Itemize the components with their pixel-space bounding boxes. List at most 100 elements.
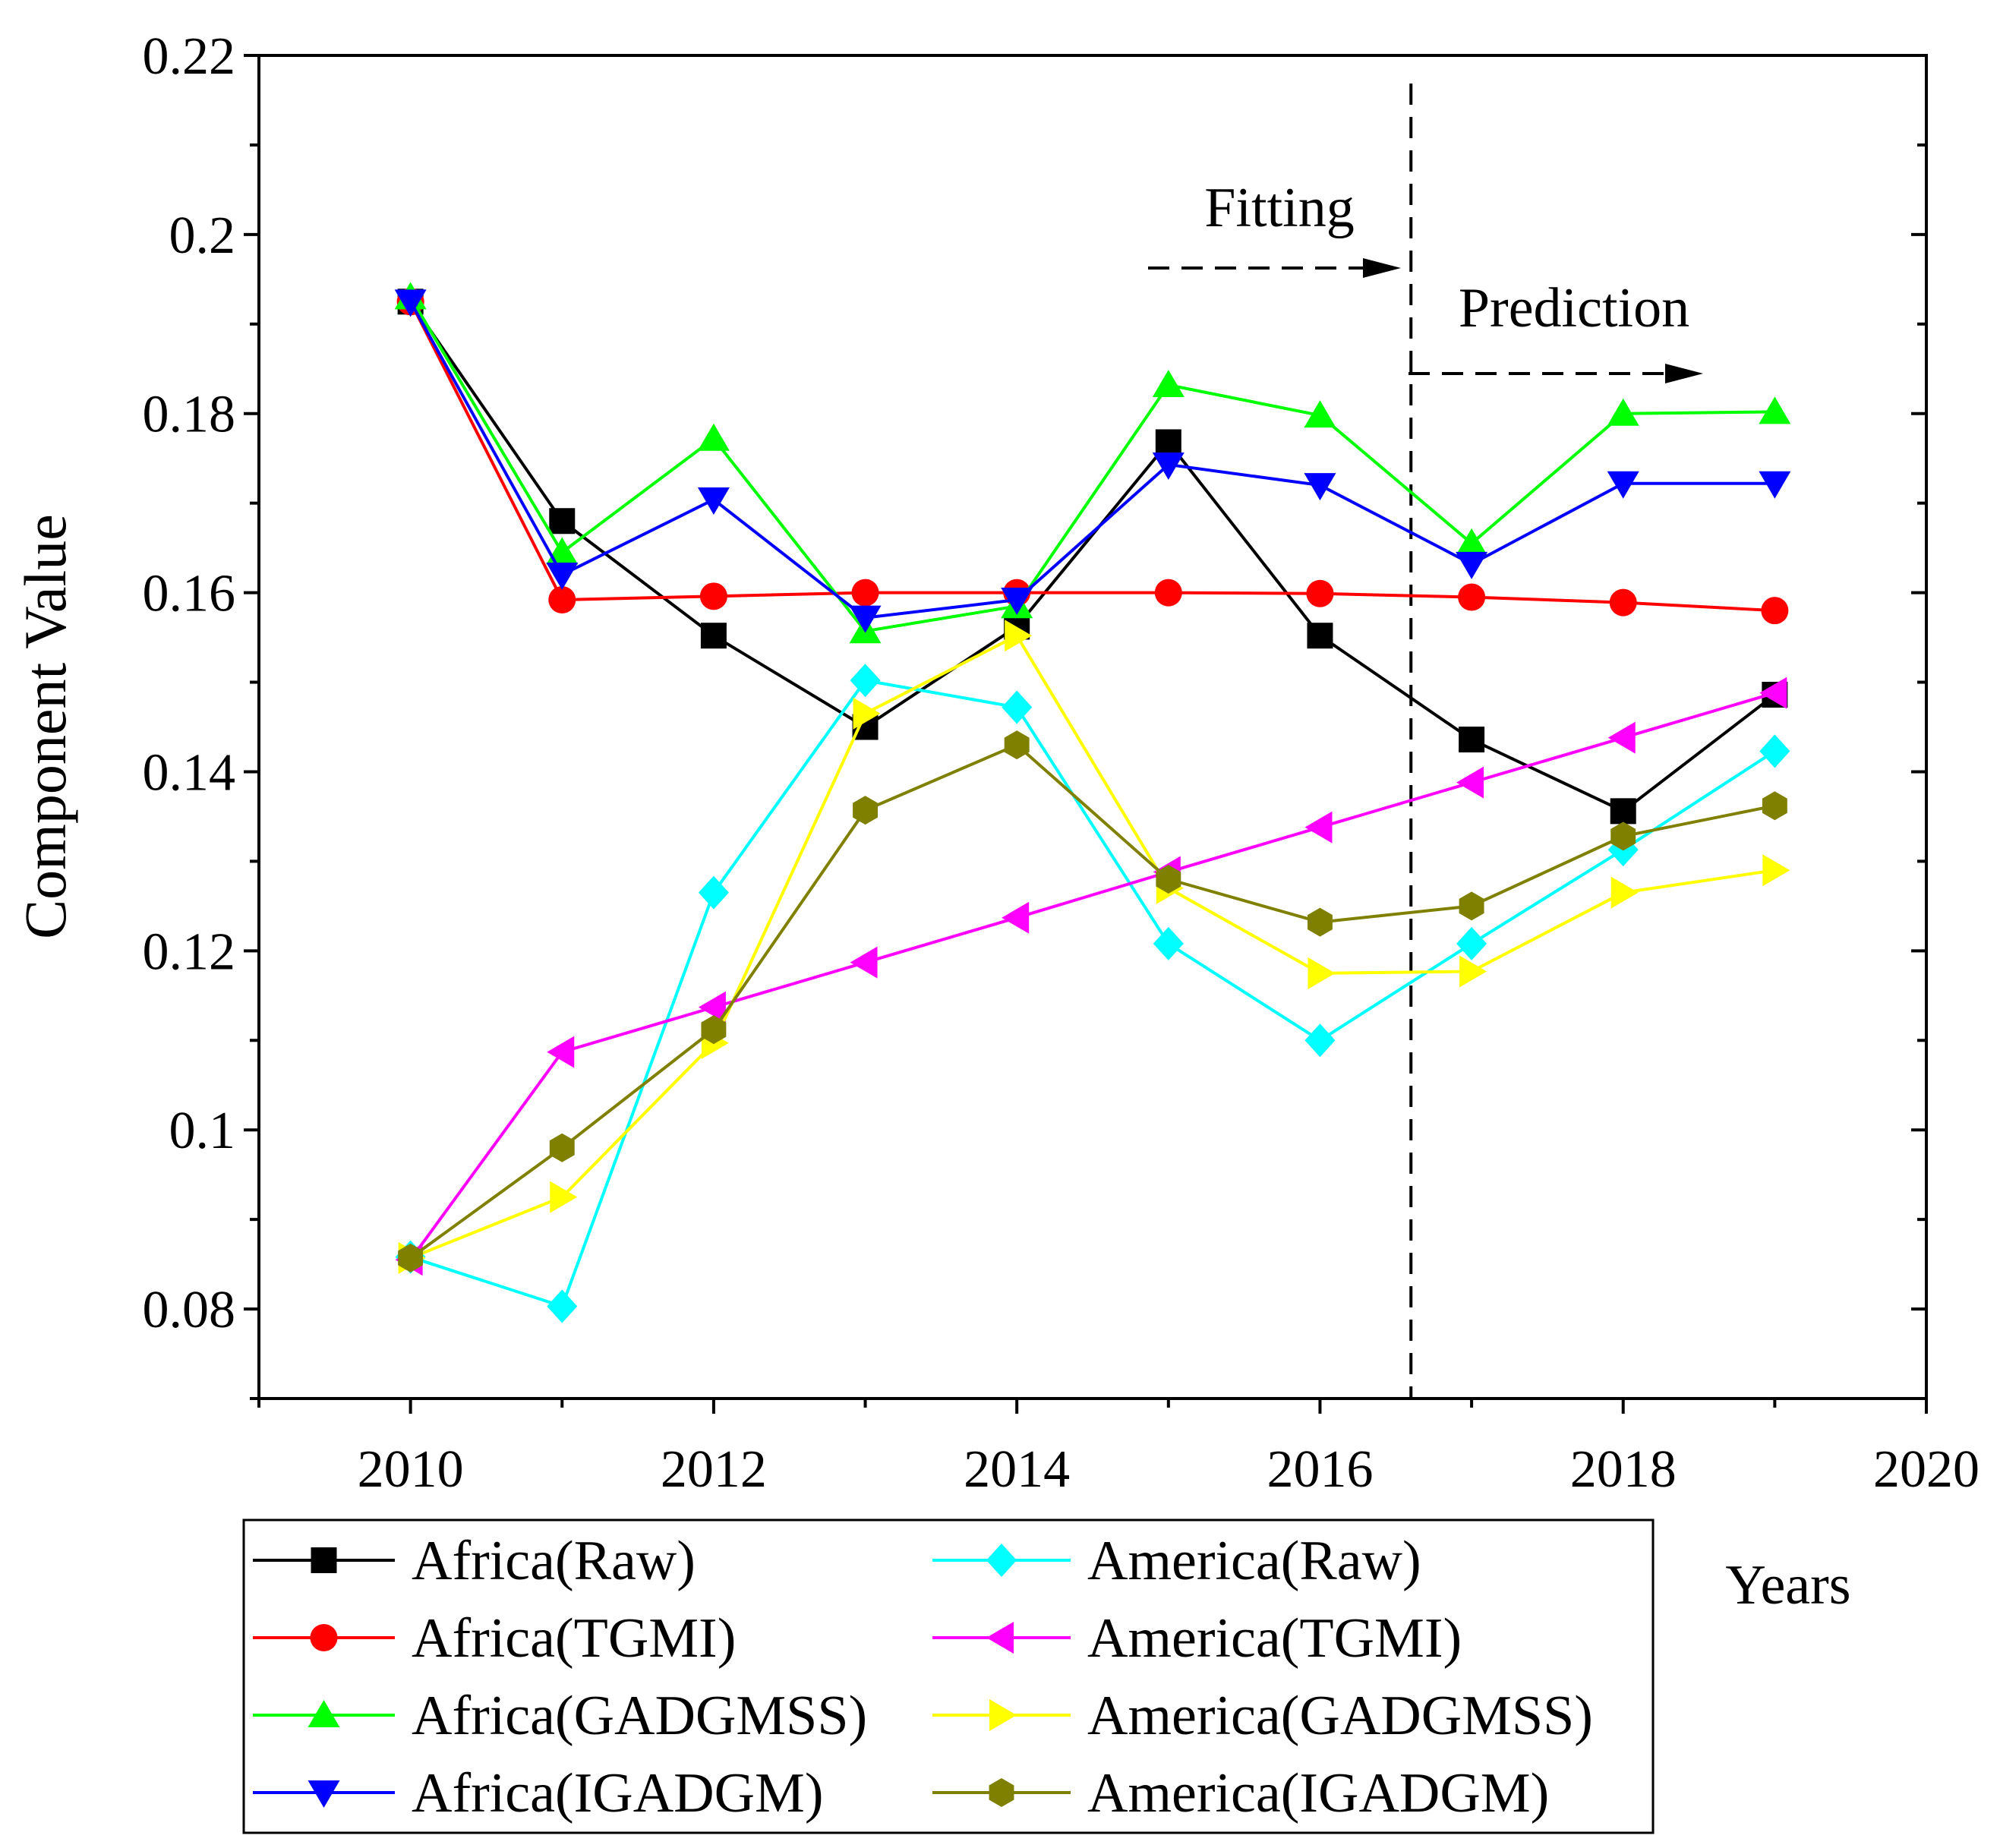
data-point xyxy=(1004,730,1030,760)
data-point xyxy=(698,875,729,910)
data-point xyxy=(1005,620,1033,652)
y-tick-label: 0.08 xyxy=(143,1281,236,1339)
data-point xyxy=(1456,926,1487,960)
data-point xyxy=(701,1015,727,1045)
data-point xyxy=(1607,721,1636,754)
series-africa-tgmi xyxy=(396,288,1789,625)
legend-swatch-marker xyxy=(989,1699,1017,1731)
x-axis-title: Years xyxy=(1725,1554,1850,1616)
fitting-arrow xyxy=(1148,258,1401,278)
data-point xyxy=(1152,369,1185,397)
series-america-raw xyxy=(395,664,1790,1323)
legend: Africa(Raw) Africa(TGMI) Africa(GADGMSS) Af… xyxy=(253,1530,1593,1824)
legend-swatch-marker xyxy=(986,1622,1014,1654)
legend-swatch-marker xyxy=(986,1544,1017,1577)
series-line xyxy=(409,634,1775,1260)
legend-item: America(GADGMSS) xyxy=(932,1685,1593,1747)
legend-box xyxy=(242,1518,1655,1834)
y-axis-title: Component Value xyxy=(12,514,78,939)
data-point xyxy=(1304,400,1336,428)
legend-item: America(Raw) xyxy=(932,1530,1421,1592)
data-point xyxy=(849,605,882,633)
data-point xyxy=(1308,907,1333,937)
legend-swatch-marker xyxy=(311,1547,337,1573)
x-tick-label: 2018 xyxy=(1570,1440,1677,1499)
legend-swatch-marker xyxy=(989,1778,1014,1807)
data-point xyxy=(1761,597,1789,625)
y-tick-label: 0.12 xyxy=(143,922,236,981)
data-point xyxy=(550,1181,578,1213)
y-tick-label: 0.18 xyxy=(143,386,236,444)
series-america-igadgm xyxy=(398,730,1787,1272)
x-tick-label: 2010 xyxy=(358,1440,464,1499)
series-line xyxy=(409,296,1775,633)
data-point xyxy=(546,563,579,591)
data-point xyxy=(1762,854,1790,887)
data-point xyxy=(1610,876,1639,909)
data-point xyxy=(1759,734,1790,768)
data-point xyxy=(547,1289,578,1323)
legend-swatch-marker xyxy=(310,1624,338,1651)
data-point xyxy=(700,623,727,649)
data-point xyxy=(1459,891,1484,921)
legend-item: Africa(TGMI) xyxy=(253,1607,736,1670)
data-point xyxy=(1610,822,1636,851)
data-point xyxy=(851,579,879,607)
data-point xyxy=(1307,623,1333,649)
data-point xyxy=(1459,955,1487,988)
data-point xyxy=(394,289,427,317)
data-series xyxy=(394,282,1791,1323)
data-point xyxy=(697,487,730,515)
data-point xyxy=(1607,471,1639,499)
data-point xyxy=(1609,588,1637,617)
data-point xyxy=(1456,766,1484,799)
data-point xyxy=(698,991,726,1023)
data-point xyxy=(1308,957,1336,989)
legend-item: Africa(GADGMSS) xyxy=(253,1685,867,1747)
data-point xyxy=(697,423,730,451)
series-line xyxy=(409,743,1775,1260)
legend-swatch-marker xyxy=(308,1700,340,1727)
data-point xyxy=(1459,727,1485,753)
axis-ticks xyxy=(244,54,1928,1414)
x-tick-label: 2020 xyxy=(1873,1440,1979,1499)
y-tick-label: 0.2 xyxy=(169,207,236,265)
legend-label: America(GADGMSS) xyxy=(1087,1685,1593,1747)
legend-item: Africa(IGADGM) xyxy=(253,1762,823,1824)
data-point xyxy=(853,796,878,825)
data-point xyxy=(1154,579,1182,607)
data-point xyxy=(1456,551,1488,579)
legend-label: Africa(TGMI) xyxy=(412,1607,736,1670)
data-point xyxy=(1456,528,1488,556)
data-point xyxy=(1152,452,1185,480)
prediction-arrow xyxy=(1409,364,1703,383)
x-tick-label: 2016 xyxy=(1267,1440,1373,1499)
data-point xyxy=(853,697,881,730)
x-tick-label: 2014 xyxy=(964,1440,1070,1499)
series-africa-igadgm xyxy=(394,289,1791,633)
data-point xyxy=(1759,676,1787,709)
series-line xyxy=(409,301,1775,613)
data-point xyxy=(1762,791,1787,821)
legend-item: America(TGMI) xyxy=(932,1607,1462,1670)
legend-item: Africa(Raw) xyxy=(253,1530,696,1592)
data-point xyxy=(1001,588,1033,616)
data-point xyxy=(1002,901,1030,934)
legend-label: Africa(Raw) xyxy=(412,1530,696,1592)
legend-label: Africa(GADGMSS) xyxy=(412,1685,867,1747)
y-tick-label: 0.16 xyxy=(143,565,236,623)
data-point xyxy=(1304,473,1336,501)
axis-tick-labels: 2010 2012 2014 2016 2018 2020 0.08 0.1 0.12 0.14 0… xyxy=(143,27,1980,1499)
data-point xyxy=(549,1133,575,1162)
data-point xyxy=(398,1243,424,1272)
data-point xyxy=(1759,471,1791,499)
data-point xyxy=(1306,579,1334,607)
data-point xyxy=(850,946,878,979)
data-point xyxy=(1153,926,1184,960)
y-tick-label: 0.1 xyxy=(169,1102,236,1160)
data-point xyxy=(549,508,576,535)
legend-swatch-marker xyxy=(308,1780,340,1808)
plot-frame xyxy=(257,54,1928,1400)
series-line xyxy=(409,301,1775,620)
